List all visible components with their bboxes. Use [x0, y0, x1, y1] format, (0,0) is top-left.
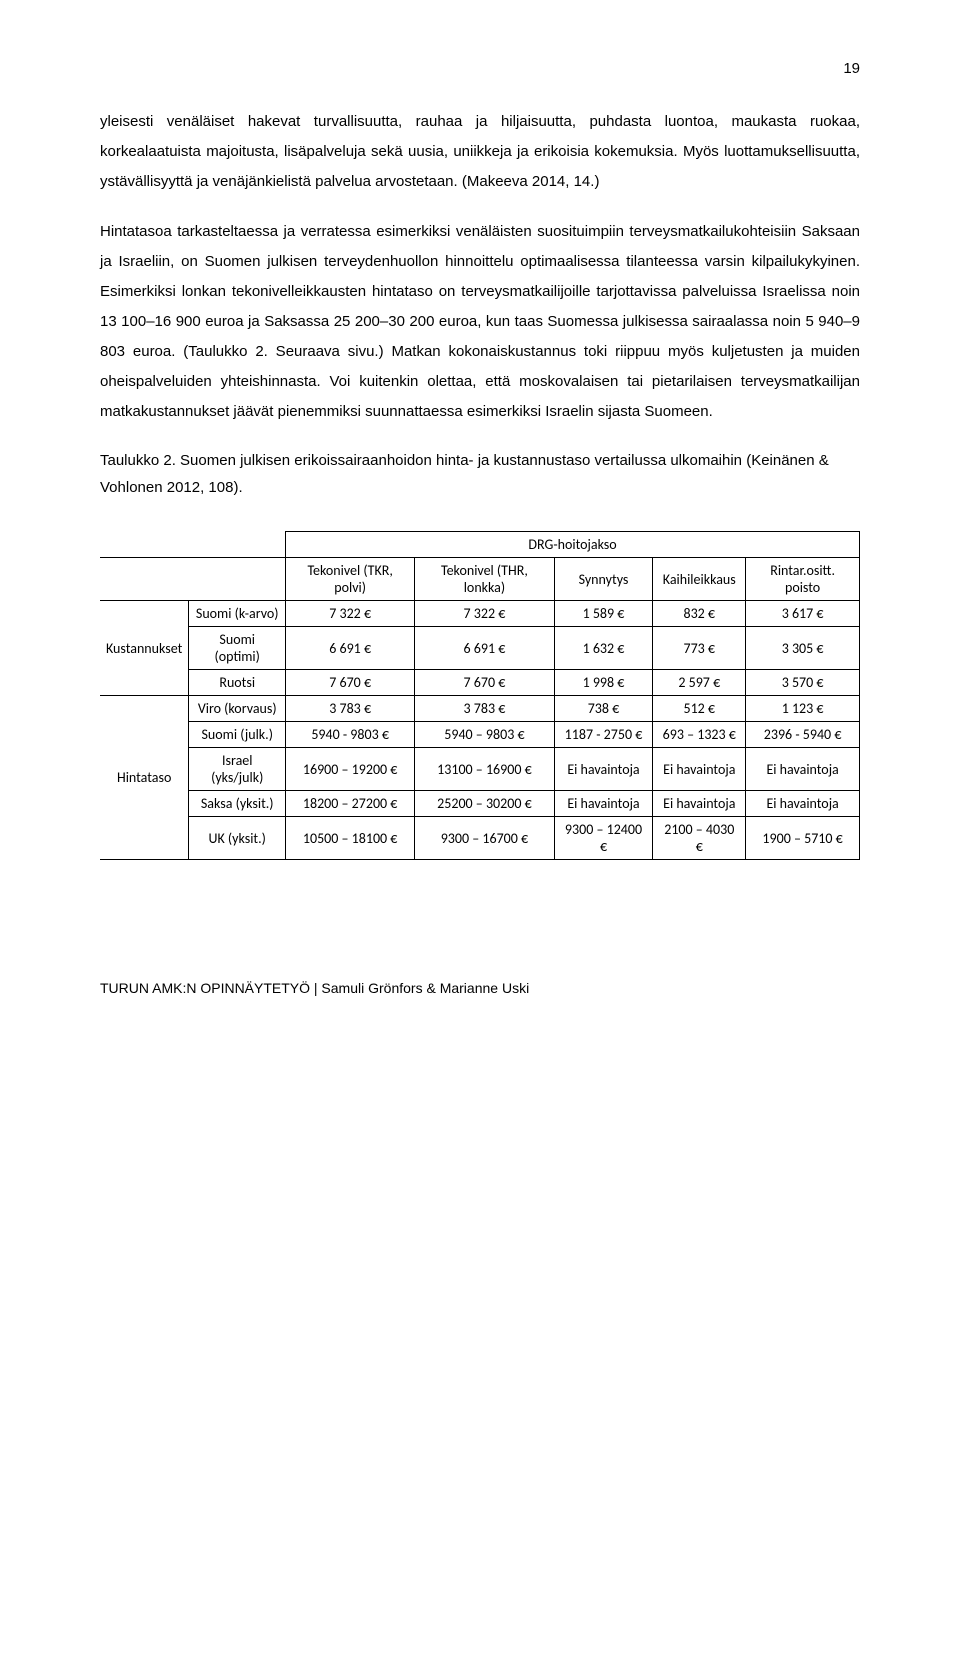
table-cell: 1 123 €: [746, 696, 860, 722]
row-label: Ruotsi: [189, 670, 286, 696]
table-cell: 2 597 €: [653, 670, 746, 696]
col-header: Kaihileikkaus: [653, 558, 746, 601]
row-label: Viro (korvaus): [189, 696, 286, 722]
table-cell: Ei havaintoja: [554, 748, 653, 791]
table-corner: [100, 558, 286, 601]
table-cell: 3 783 €: [286, 696, 415, 722]
table-cell: 13100 – 16900 €: [415, 748, 554, 791]
table-corner: [100, 532, 286, 558]
table-cell: 25200 – 30200 €: [415, 791, 554, 817]
row-label: UK (yksit.): [189, 817, 286, 860]
table-cell: 1 632 €: [554, 627, 653, 670]
table-cell: 738 €: [554, 696, 653, 722]
section-header: DRG-hoitojakso: [286, 532, 860, 558]
table-cell: 2396 - 5940 €: [746, 722, 860, 748]
page-number: 19: [100, 60, 860, 77]
table-cell: 6 691 €: [415, 627, 554, 670]
table-cell: Ei havaintoja: [653, 748, 746, 791]
col-header: Rintar.ositt. poisto: [746, 558, 860, 601]
table-cell: 7 670 €: [286, 670, 415, 696]
table-cell: 832 €: [653, 601, 746, 627]
table-cell: Ei havaintoja: [653, 791, 746, 817]
table-cell: 3 570 €: [746, 670, 860, 696]
paragraph-2: Hintatasoa tarkasteltaessa ja verratessa…: [100, 217, 860, 427]
row-label: Suomi (optimi): [189, 627, 286, 670]
table-cell: 18200 – 27200 €: [286, 791, 415, 817]
table-cell: 512 €: [653, 696, 746, 722]
col-header: Tekonivel (THR, lonkka): [415, 558, 554, 601]
table-cell: Ei havaintoja: [746, 748, 860, 791]
table-cell: 7 670 €: [415, 670, 554, 696]
table-cell: 693 – 1323 €: [653, 722, 746, 748]
col-header: Tekonivel (TKR, polvi): [286, 558, 415, 601]
table-cell: 2100 – 4030 €: [653, 817, 746, 860]
table-caption: Taulukko 2. Suomen julkisen erikoissaira…: [100, 447, 860, 501]
table-cell: 16900 – 19200 €: [286, 748, 415, 791]
table-cell: 5940 - 9803 €: [286, 722, 415, 748]
table-cell: 7 322 €: [415, 601, 554, 627]
table-cell: 1900 – 5710 €: [746, 817, 860, 860]
table-cell: 9300 – 12400 €: [554, 817, 653, 860]
table-cell: 5940 – 9803 €: [415, 722, 554, 748]
table-cell: Ei havaintoja: [554, 791, 653, 817]
table-cell: Ei havaintoja: [746, 791, 860, 817]
table-cell: 3 305 €: [746, 627, 860, 670]
table-cell: 3 617 €: [746, 601, 860, 627]
cost-comparison-table: DRG-hoitojakso Tekonivel (TKR, polvi) Te…: [100, 531, 860, 860]
row-label: Saksa (yksit.): [189, 791, 286, 817]
table-cell: 10500 – 18100 €: [286, 817, 415, 860]
row-label: Israel (yks/julk): [189, 748, 286, 791]
table-cell: 3 783 €: [415, 696, 554, 722]
table-cell: 773 €: [653, 627, 746, 670]
table-cell: 1 998 €: [554, 670, 653, 696]
table-cell: 1 589 €: [554, 601, 653, 627]
group-label-kustannukset: Kustannukset: [100, 601, 189, 696]
group-label-hintataso: Hintataso: [100, 696, 189, 860]
col-header: Synnytys: [554, 558, 653, 601]
table-cell: 1187 - 2750 €: [554, 722, 653, 748]
paragraph-1: yleisesti venäläiset hakevat turvallisuu…: [100, 107, 860, 197]
row-label: Suomi (k-arvo): [189, 601, 286, 627]
table-cell: 7 322 €: [286, 601, 415, 627]
table-cell: 9300 – 16700 €: [415, 817, 554, 860]
table-cell: 6 691 €: [286, 627, 415, 670]
footer: TURUN AMK:N OPINNÄYTETYÖ | Samuli Grönfo…: [100, 980, 860, 996]
row-label: Suomi (julk.): [189, 722, 286, 748]
